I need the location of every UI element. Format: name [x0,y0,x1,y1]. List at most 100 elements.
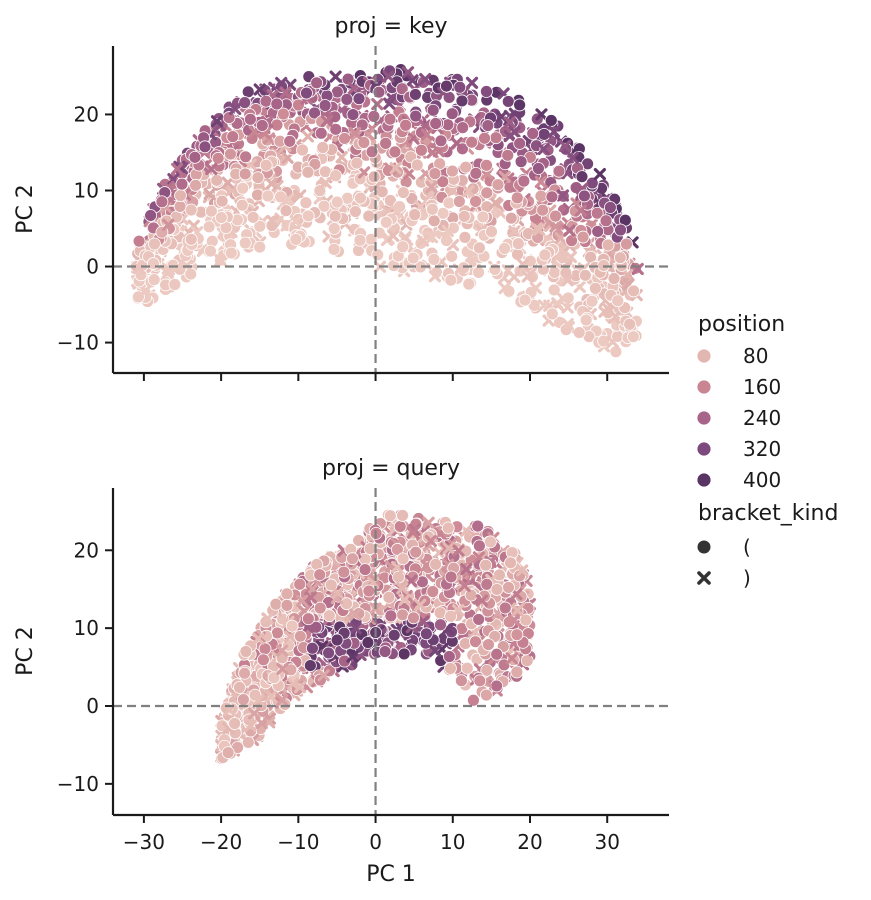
scatter-point [410,158,424,172]
scatter-point-x [276,644,289,657]
scatter-point [313,568,327,582]
scatter-point [188,150,202,164]
scatter-point-x [279,86,292,99]
scatter-point [544,114,558,127]
scatter-point [174,189,187,202]
scatter-point-x [460,563,473,576]
scatter-point-x [564,250,578,264]
scatter-point-x [205,162,218,176]
scatter-point-x [276,693,289,707]
scatter-point [350,156,364,170]
scatter-point [308,106,321,120]
scatter-point [613,251,627,265]
scatter-point-x [399,231,412,244]
scatter-point [238,167,252,181]
scatter-point [189,178,202,192]
scatter-point-x [401,66,415,79]
scatter-point [611,294,625,308]
scatter-point [349,205,362,218]
scatter-point [379,136,393,150]
scatter-point-x [301,130,315,143]
scatter-point [253,240,267,254]
scatter-point [427,252,441,266]
scatter-point [519,613,533,627]
scatter-point [261,189,275,203]
scatter-point [330,633,344,647]
scatter-point [395,82,409,96]
scatter-point [590,206,604,220]
scatter-point [442,650,456,663]
scatter-point [545,307,559,321]
scatter-point [337,565,351,579]
y-tick-label: −10 [57,772,99,796]
scatter-point-x [281,151,294,165]
scatter-point-x [458,579,471,593]
scatter-point [471,519,485,533]
scatter-point [363,542,377,555]
scatter-point-x [225,183,238,197]
legend-hue-label: 400 [743,468,781,492]
scatter-point [346,108,360,121]
scatter-point [501,148,515,162]
scatter-point-x [398,593,411,607]
scatter-point-x [171,162,184,176]
scatter-point [462,277,476,291]
scatter-point-x [320,114,334,128]
scatter-point [511,237,525,251]
scatter-point [491,178,505,192]
scatter-point [620,237,633,251]
scatter-point-x [132,262,145,275]
scatter-point-x [425,231,439,244]
scatter-point [246,210,260,224]
scatter-point [300,86,313,100]
scatter-point-x [450,137,463,150]
scatter-point-x [566,151,579,164]
scatter-point [301,165,315,179]
scatter-point [591,225,605,238]
scatter-point [236,181,250,195]
y-axis-label-query: PC 2 [13,626,38,676]
scatter-point [428,167,442,181]
scatter-point [310,76,324,90]
scatter-point [299,196,313,210]
scatter-point [396,240,410,254]
scatter-point [480,663,494,677]
scatter-point [517,174,531,188]
legend-hue-label: 240 [743,406,781,430]
scatter-point [354,191,367,205]
scatter-point-x [252,632,265,645]
scatter-point [283,134,297,148]
scatter-point-x [275,76,288,90]
scatter-point-x [429,644,442,657]
scatter-point [391,543,404,556]
scatter-point [341,72,355,86]
scatter-point [489,131,503,145]
scatter-point-x [253,83,266,96]
scatter-point [472,539,486,553]
scatter-point-x [248,707,261,720]
scatter-point [490,647,504,661]
scatter-point [490,583,504,596]
scatter-point [576,230,590,244]
scatter-point [238,666,251,680]
y-tick-label: 10 [74,178,99,202]
scatter-point [371,248,385,262]
scatter-point-x [414,598,427,611]
scatter-point [513,98,527,112]
scatter-point [478,131,491,145]
scatter-point [226,130,240,144]
scatter-point-x [396,582,409,595]
scatter-point [425,202,439,216]
scatter-point-x [465,76,479,89]
scatter-point-x [441,224,454,238]
scatter-point-x [503,116,516,129]
legend-hue-label: 320 [743,437,781,461]
scatter-point [427,214,441,228]
scatter-point [327,242,341,256]
scatter-point [210,173,224,187]
scatter-point-x [210,115,224,128]
scatter-point [251,171,265,185]
scatter-point-x [139,284,152,297]
